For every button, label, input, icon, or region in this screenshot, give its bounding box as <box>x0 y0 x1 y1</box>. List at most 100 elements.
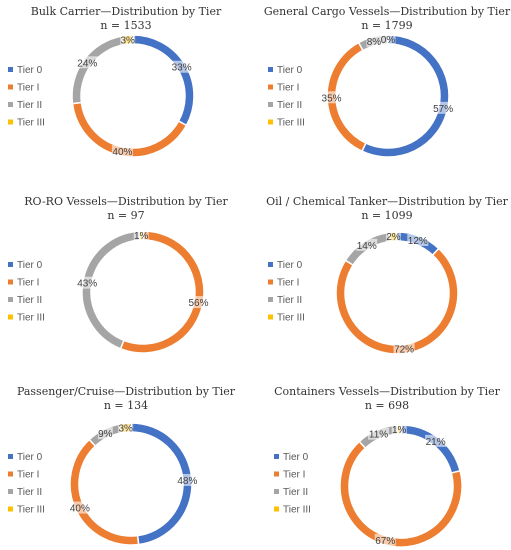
data-label: 40% <box>70 504 90 515</box>
chart-title: Bulk Carrier—Distribution by Tier <box>31 5 222 18</box>
chart-subtitle: n = 97 <box>107 209 144 222</box>
legend-label: Tier II <box>277 100 302 111</box>
legend-swatch <box>8 489 13 494</box>
legend-swatch <box>8 506 13 512</box>
legend-label: Tier III <box>283 505 311 516</box>
legend-swatch <box>274 489 279 494</box>
data-label: 35% <box>322 93 342 104</box>
legend-swatch <box>8 279 13 285</box>
legend-label: Tier I <box>17 83 39 94</box>
legend-swatch <box>274 454 279 459</box>
legend-swatch <box>268 314 273 320</box>
data-label: 2% <box>386 232 401 243</box>
data-label: 3% <box>118 423 133 434</box>
legend-label: Tier I <box>277 83 299 94</box>
chart-title: RO-RO Vessels—Distribution by Tier <box>24 195 228 208</box>
legend-swatch <box>268 84 273 90</box>
legend-label: Tier III <box>277 118 305 129</box>
legend-label: Tier 0 <box>277 260 303 271</box>
legend-label: Tier I <box>17 470 39 481</box>
legend-label: Tier II <box>17 295 42 306</box>
data-label-bg <box>171 60 193 73</box>
data-label: 12% <box>408 236 428 247</box>
legend-swatch <box>268 297 273 302</box>
legend-label: Tier I <box>277 278 299 289</box>
legend-swatch <box>8 119 13 125</box>
donut-chart-panel: Containers Vessels—Distribution by Tiern… <box>274 385 501 548</box>
legend-swatch <box>268 262 273 267</box>
donut-segment <box>69 438 140 546</box>
data-label: 8% <box>367 37 382 48</box>
donut-segment <box>71 35 125 105</box>
data-label-bg <box>407 233 429 246</box>
data-label-bg <box>393 342 415 355</box>
legend-label: Tier III <box>17 313 45 324</box>
data-label: 9% <box>98 429 113 440</box>
data-label-bg <box>111 144 133 157</box>
legend-label: Tier II <box>283 487 308 498</box>
data-label: 0% <box>381 35 396 46</box>
donut-segment <box>361 34 450 158</box>
donut-segment <box>400 424 461 474</box>
data-label-bg <box>385 230 401 243</box>
data-label: 1% <box>134 231 149 242</box>
legend-swatch <box>8 67 13 72</box>
data-label-bg <box>391 423 407 436</box>
data-label: 56% <box>188 298 208 309</box>
legend-swatch <box>8 454 13 459</box>
data-label-bg <box>176 473 198 486</box>
legend-swatch <box>274 506 279 512</box>
data-label: 72% <box>394 345 414 356</box>
data-label-bg <box>69 501 91 514</box>
data-label: 57% <box>433 104 453 115</box>
donut-segment <box>119 230 205 354</box>
data-label-bg <box>120 33 136 46</box>
legend-label: Tier II <box>17 487 42 498</box>
donut-chart-panel: General Cargo Vessels—Distribution by Ti… <box>264 5 511 158</box>
data-label-bg <box>368 427 390 440</box>
chart-title: Passenger/Cruise—Distribution by Tier <box>17 385 236 398</box>
legend-swatch <box>8 471 13 477</box>
legend-label: Tier 0 <box>17 65 43 76</box>
data-label-bg <box>374 533 396 546</box>
data-label-bg <box>76 276 98 289</box>
data-label: 33% <box>172 63 192 74</box>
chart-subtitle: n = 134 <box>104 399 148 412</box>
legend-label: Tier I <box>283 470 305 481</box>
data-label: 48% <box>177 476 197 487</box>
donut-segment <box>81 230 141 350</box>
chart-subtitle: n = 698 <box>365 399 409 412</box>
legend-swatch <box>268 119 273 125</box>
chart-subtitle: n = 1099 <box>361 209 412 222</box>
legend-swatch <box>8 102 13 107</box>
legend-label: Tier 0 <box>17 260 43 271</box>
legend-swatch <box>8 262 13 267</box>
data-label: 24% <box>77 58 97 69</box>
data-label-bg <box>133 229 149 242</box>
data-label-bg <box>356 238 378 251</box>
legend-label: Tier III <box>17 118 45 129</box>
data-label-bg <box>76 56 98 69</box>
donut-chart-panel: Oil / Chemical Tanker—Distribution by Ti… <box>266 195 509 356</box>
legend-label: Tier II <box>17 100 42 111</box>
legend-swatch <box>268 102 273 107</box>
data-label: 11% <box>369 430 388 441</box>
data-label-bg <box>118 421 134 434</box>
data-label: 3% <box>120 35 135 46</box>
data-label-bg <box>187 296 209 309</box>
data-label-bg <box>425 434 447 447</box>
chart-subtitle: n = 1533 <box>100 19 151 32</box>
data-label: 21% <box>426 437 446 448</box>
legend-label: Tier 0 <box>17 452 43 463</box>
legend-swatch <box>268 279 273 285</box>
data-label-bg <box>366 34 382 47</box>
chart-title: Containers Vessels—Distribution by Tier <box>274 385 501 398</box>
donut-segment <box>132 34 195 127</box>
data-label-bg <box>432 101 454 114</box>
legend-label: Tier 0 <box>277 65 303 76</box>
data-label-bg <box>321 91 343 104</box>
